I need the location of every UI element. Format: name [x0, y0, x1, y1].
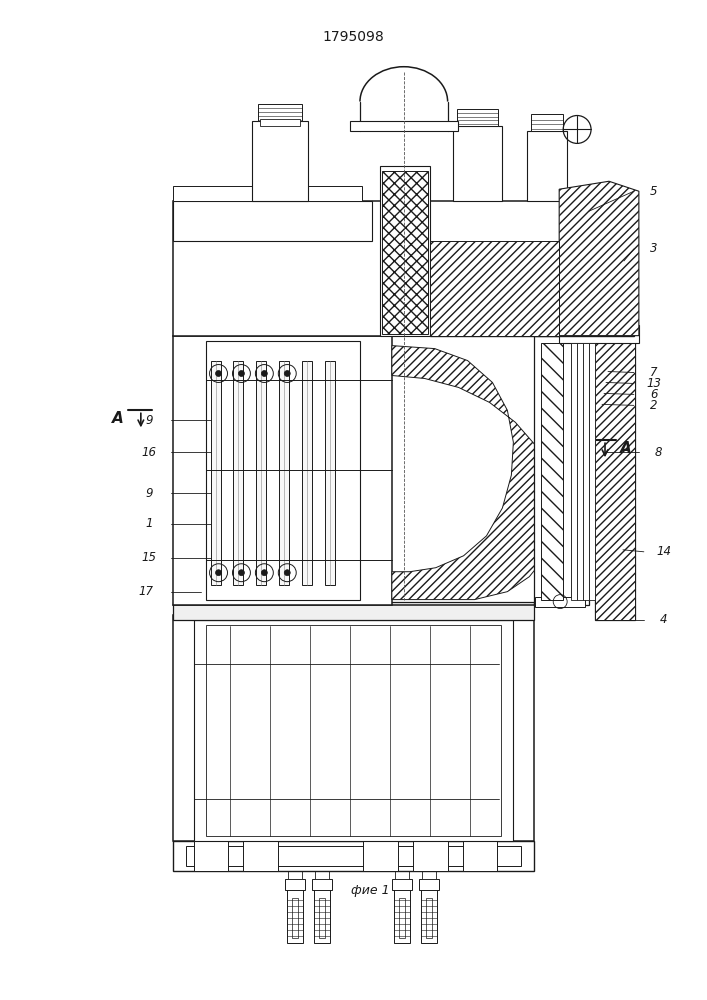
Text: 4: 4: [660, 613, 667, 626]
Bar: [279, 361, 289, 585]
Bar: [252, 121, 308, 201]
Circle shape: [284, 570, 291, 576]
Bar: [363, 841, 398, 871]
Circle shape: [238, 570, 245, 576]
Text: A: A: [112, 411, 124, 426]
Text: 7: 7: [650, 366, 658, 379]
Bar: [531, 114, 563, 131]
Bar: [243, 841, 279, 871]
Bar: [566, 310, 632, 325]
Bar: [419, 879, 438, 890]
Bar: [583, 343, 589, 600]
Bar: [285, 879, 305, 890]
Circle shape: [284, 371, 291, 376]
Bar: [577, 343, 583, 600]
Circle shape: [216, 371, 221, 376]
Text: A: A: [620, 441, 632, 456]
Text: 8: 8: [655, 446, 662, 459]
Bar: [350, 121, 457, 131]
Bar: [422, 871, 436, 879]
Bar: [186, 846, 521, 866]
Bar: [392, 879, 411, 890]
Bar: [534, 336, 589, 605]
Bar: [571, 343, 577, 600]
Bar: [426, 898, 432, 938]
Bar: [380, 166, 430, 336]
Bar: [394, 888, 410, 943]
Polygon shape: [430, 241, 559, 336]
Bar: [314, 888, 330, 943]
Bar: [292, 898, 298, 938]
Bar: [542, 343, 563, 600]
Bar: [260, 119, 300, 126]
Circle shape: [216, 570, 221, 576]
Polygon shape: [595, 311, 635, 620]
Bar: [258, 104, 302, 121]
Bar: [288, 871, 302, 879]
Bar: [287, 888, 303, 943]
Bar: [535, 597, 585, 607]
Bar: [589, 343, 595, 600]
Bar: [206, 625, 501, 836]
Bar: [173, 841, 534, 871]
Polygon shape: [382, 171, 428, 334]
Text: 14: 14: [656, 545, 671, 558]
Bar: [325, 361, 335, 585]
Text: 6: 6: [650, 388, 658, 401]
Bar: [211, 361, 221, 585]
Bar: [413, 841, 448, 871]
Bar: [302, 361, 312, 585]
Bar: [527, 131, 567, 201]
Bar: [206, 341, 360, 600]
Text: 2: 2: [650, 399, 658, 412]
Bar: [312, 879, 332, 890]
Bar: [452, 126, 503, 201]
Circle shape: [238, 371, 245, 376]
Circle shape: [262, 371, 267, 376]
Bar: [194, 841, 228, 871]
Bar: [595, 311, 635, 620]
Bar: [563, 343, 571, 600]
Text: 1795098: 1795098: [322, 30, 384, 44]
Bar: [173, 201, 561, 336]
Text: 16: 16: [141, 446, 156, 459]
Bar: [430, 251, 634, 336]
Bar: [457, 109, 498, 126]
Text: 3: 3: [650, 242, 658, 255]
Bar: [173, 602, 534, 620]
Circle shape: [262, 570, 267, 576]
Bar: [399, 898, 405, 938]
Bar: [319, 898, 325, 938]
Bar: [173, 201, 372, 241]
Bar: [173, 336, 392, 605]
Bar: [559, 325, 639, 343]
Text: 15: 15: [141, 551, 156, 564]
Bar: [194, 620, 513, 841]
Bar: [233, 361, 243, 585]
Text: фие 1: фие 1: [351, 884, 390, 897]
Polygon shape: [392, 346, 555, 600]
Text: 13: 13: [646, 377, 661, 390]
Text: 17: 17: [139, 585, 153, 598]
Bar: [395, 871, 409, 879]
Polygon shape: [559, 181, 639, 336]
Text: 1: 1: [145, 517, 153, 530]
Bar: [421, 888, 437, 943]
Bar: [173, 186, 362, 201]
Bar: [315, 871, 329, 879]
Bar: [462, 841, 498, 871]
Bar: [257, 361, 267, 585]
Bar: [173, 615, 534, 841]
Text: 5: 5: [650, 185, 658, 198]
Text: 9: 9: [145, 414, 153, 427]
Text: 9: 9: [145, 487, 153, 500]
